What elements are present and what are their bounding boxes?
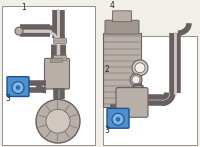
FancyBboxPatch shape — [103, 33, 141, 107]
FancyBboxPatch shape — [53, 38, 66, 43]
Circle shape — [132, 76, 140, 84]
FancyBboxPatch shape — [50, 58, 62, 62]
Text: 1: 1 — [22, 3, 26, 12]
Circle shape — [112, 113, 124, 125]
Circle shape — [116, 117, 120, 121]
Circle shape — [15, 27, 23, 35]
FancyBboxPatch shape — [112, 11, 132, 22]
FancyBboxPatch shape — [53, 55, 66, 60]
Circle shape — [46, 109, 70, 133]
Circle shape — [36, 100, 80, 143]
Text: 3: 3 — [105, 126, 109, 135]
Circle shape — [12, 82, 24, 93]
FancyBboxPatch shape — [103, 36, 197, 145]
Text: 4: 4 — [110, 1, 114, 10]
Circle shape — [135, 63, 145, 73]
FancyBboxPatch shape — [107, 108, 129, 128]
Circle shape — [132, 60, 148, 76]
FancyBboxPatch shape — [105, 20, 139, 34]
FancyBboxPatch shape — [44, 58, 70, 89]
FancyBboxPatch shape — [116, 88, 148, 117]
FancyBboxPatch shape — [7, 77, 29, 96]
Text: 3: 3 — [6, 94, 10, 103]
Text: 2: 2 — [105, 65, 109, 74]
Circle shape — [16, 86, 20, 90]
Circle shape — [130, 74, 142, 86]
FancyBboxPatch shape — [2, 6, 95, 145]
